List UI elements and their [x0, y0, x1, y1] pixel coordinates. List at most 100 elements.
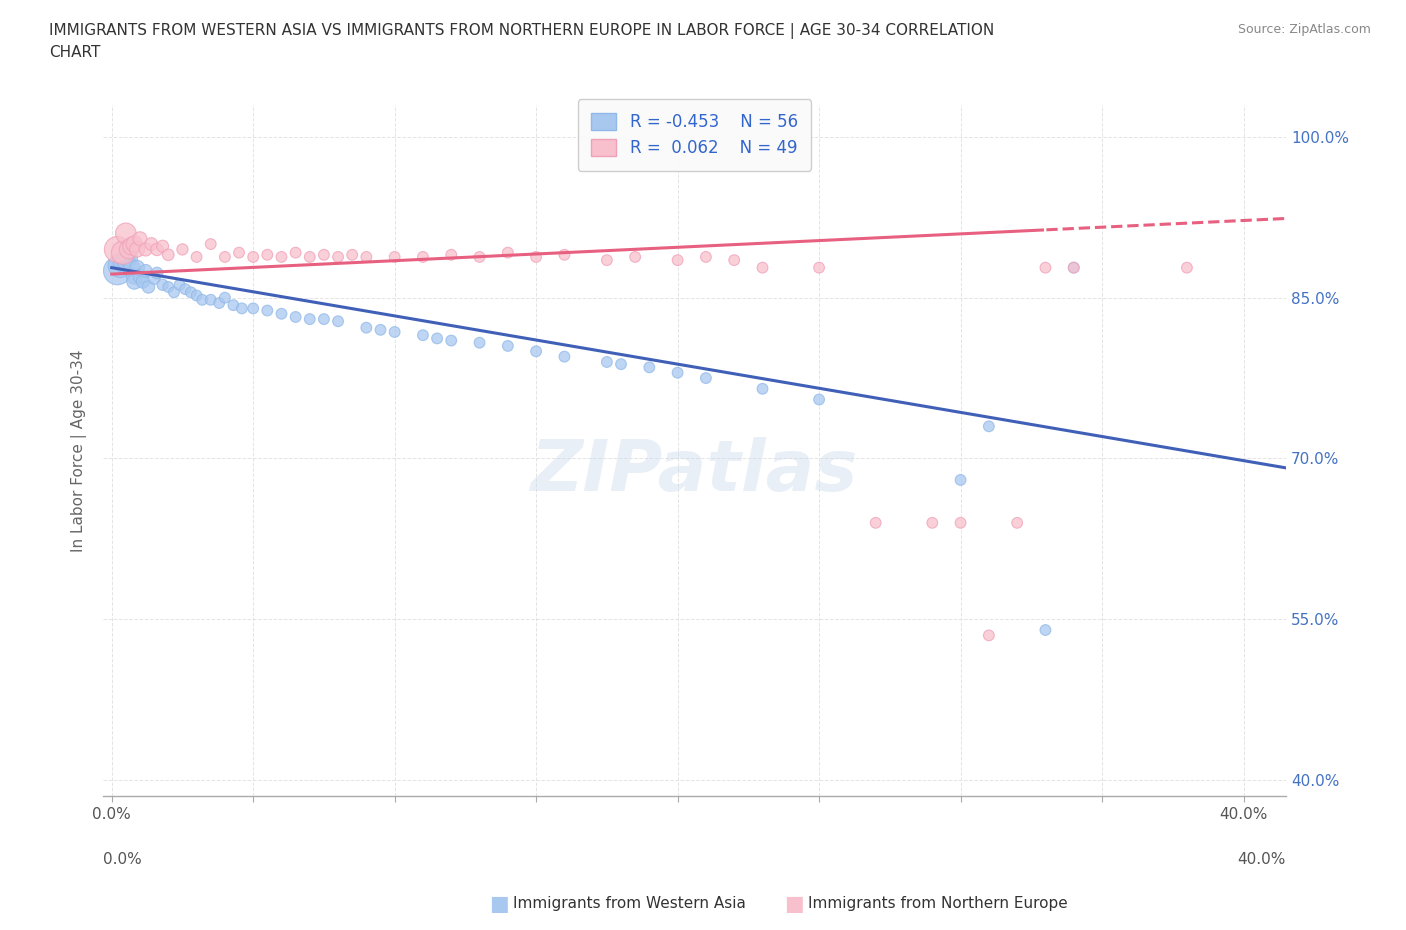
Point: [118, 242, 141, 257]
Point: [191, 292, 214, 307]
Point: [610, 357, 633, 372]
Point: [270, 306, 292, 321]
Point: [723, 253, 745, 268]
Point: [949, 515, 972, 530]
Point: [127, 242, 149, 257]
Point: [596, 354, 619, 369]
Point: [949, 472, 972, 487]
Point: [146, 242, 169, 257]
Text: Immigrants from Western Asia: Immigrants from Western Asia: [513, 897, 747, 911]
Point: [356, 320, 378, 335]
Point: [115, 226, 138, 241]
Point: [208, 296, 231, 311]
Text: 40.0%: 40.0%: [1237, 852, 1286, 867]
Point: [977, 418, 1000, 433]
Point: [105, 242, 128, 257]
Point: [143, 271, 166, 286]
Point: [921, 515, 943, 530]
Point: [157, 247, 180, 262]
Point: [163, 285, 186, 299]
Point: [222, 298, 245, 312]
Point: [138, 280, 160, 295]
Point: [231, 301, 253, 316]
Text: Source: ZipAtlas.com: Source: ZipAtlas.com: [1237, 23, 1371, 36]
Point: [1063, 260, 1085, 275]
Text: ■: ■: [489, 894, 509, 914]
Text: ■: ■: [785, 894, 804, 914]
Point: [132, 274, 155, 289]
Point: [695, 371, 717, 386]
Point: [808, 260, 831, 275]
Point: [127, 260, 149, 275]
Point: [1175, 260, 1198, 275]
Text: ZIPatlas: ZIPatlas: [531, 437, 858, 506]
Point: [356, 249, 378, 264]
Point: [666, 365, 689, 380]
Point: [342, 247, 364, 262]
Point: [256, 303, 278, 318]
Point: [228, 246, 250, 260]
Point: [384, 249, 406, 264]
Point: [496, 246, 519, 260]
Point: [596, 253, 619, 268]
Text: IMMIGRANTS FROM WESTERN ASIA VS IMMIGRANTS FROM NORTHERN EUROPE IN LABOR FORCE |: IMMIGRANTS FROM WESTERN ASIA VS IMMIGRAN…: [49, 23, 994, 60]
Point: [152, 277, 174, 292]
Point: [242, 301, 264, 316]
Point: [256, 247, 278, 262]
Point: [111, 255, 134, 270]
Point: [108, 258, 131, 272]
Point: [129, 269, 152, 284]
Text: Immigrants from Northern Europe: Immigrants from Northern Europe: [808, 897, 1069, 911]
Point: [524, 249, 547, 264]
Point: [124, 269, 146, 284]
Y-axis label: In Labor Force | Age 30-34: In Labor Force | Age 30-34: [72, 349, 87, 551]
Point: [172, 242, 194, 257]
Point: [111, 246, 134, 260]
Point: [865, 515, 887, 530]
Point: [270, 249, 292, 264]
Point: [284, 310, 307, 325]
Point: [326, 313, 349, 328]
Point: [384, 325, 406, 339]
Point: [426, 331, 449, 346]
Point: [808, 392, 831, 407]
Point: [440, 247, 463, 262]
Point: [186, 249, 208, 264]
Point: [1035, 622, 1057, 637]
Point: [152, 239, 174, 254]
Point: [174, 282, 197, 297]
Text: 0.0%: 0.0%: [103, 852, 142, 867]
Point: [370, 323, 392, 338]
Point: [186, 288, 208, 303]
Point: [118, 250, 141, 265]
Point: [121, 260, 143, 275]
Point: [751, 381, 773, 396]
Point: [135, 263, 157, 278]
Point: [214, 290, 236, 305]
Point: [553, 247, 575, 262]
Point: [200, 292, 222, 307]
Point: [977, 628, 1000, 643]
Point: [169, 277, 191, 292]
Point: [624, 249, 647, 264]
Point: [468, 335, 491, 350]
Point: [312, 312, 335, 326]
Point: [412, 327, 434, 342]
Point: [135, 242, 157, 257]
Point: [468, 249, 491, 264]
Point: [1035, 260, 1057, 275]
Point: [1063, 260, 1085, 275]
Point: [440, 333, 463, 348]
Point: [638, 360, 661, 375]
Point: [1005, 515, 1028, 530]
Point: [124, 274, 146, 289]
Point: [124, 236, 146, 251]
Point: [553, 349, 575, 364]
Point: [695, 249, 717, 264]
Point: [214, 249, 236, 264]
Point: [751, 260, 773, 275]
Point: [129, 232, 152, 246]
Point: [524, 344, 547, 359]
Point: [298, 249, 321, 264]
Legend: R = -0.453    N = 56, R =  0.062    N = 49: R = -0.453 N = 56, R = 0.062 N = 49: [578, 100, 811, 170]
